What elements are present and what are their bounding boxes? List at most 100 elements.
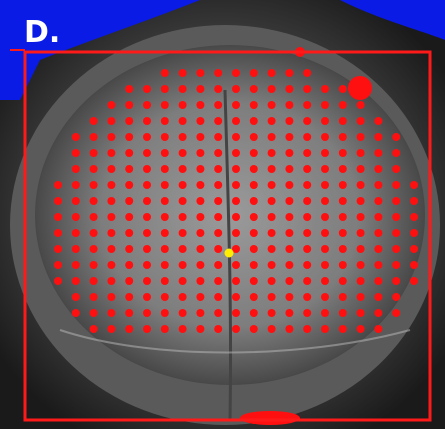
grid-dot bbox=[303, 101, 311, 109]
grid-dot bbox=[392, 149, 400, 157]
grid-dot bbox=[143, 261, 151, 269]
grid-dot bbox=[321, 277, 329, 285]
grid-dot bbox=[268, 261, 276, 269]
grid-dot bbox=[143, 133, 151, 141]
grid-dot bbox=[250, 85, 258, 93]
grid-dot bbox=[107, 277, 115, 285]
grid-dot bbox=[268, 133, 276, 141]
grid-dot bbox=[125, 245, 133, 253]
grid-dot bbox=[196, 101, 204, 109]
grid-dot bbox=[250, 149, 258, 157]
grid-dot bbox=[196, 149, 204, 157]
grid-dot bbox=[374, 229, 382, 237]
grid-dot bbox=[125, 325, 133, 333]
grid-dot bbox=[214, 165, 222, 173]
grid-dot bbox=[161, 293, 169, 301]
grid-dot bbox=[357, 261, 365, 269]
grid-dot bbox=[250, 101, 258, 109]
grid-dot bbox=[410, 277, 418, 285]
grid-dot bbox=[410, 245, 418, 253]
grid-dot bbox=[143, 309, 151, 317]
page: D. (() => { const data = JSON.parse(docu… bbox=[0, 0, 445, 429]
grid-dot bbox=[392, 261, 400, 269]
grid-dot bbox=[125, 197, 133, 205]
grid-dot bbox=[392, 197, 400, 205]
grid-dot bbox=[196, 261, 204, 269]
grid-dot bbox=[392, 229, 400, 237]
grid-dot bbox=[196, 213, 204, 221]
grid-dot bbox=[196, 69, 204, 77]
grid-dot bbox=[161, 101, 169, 109]
grid-dot bbox=[303, 69, 311, 77]
grid-dot bbox=[303, 117, 311, 125]
grid-dot bbox=[179, 197, 187, 205]
grid-dot bbox=[214, 293, 222, 301]
grid-dot bbox=[285, 101, 293, 109]
grid-dot bbox=[303, 245, 311, 253]
grid-dot bbox=[392, 213, 400, 221]
grid-dot bbox=[374, 293, 382, 301]
grid-dot bbox=[232, 85, 240, 93]
grid-dot bbox=[268, 117, 276, 125]
grid-dot bbox=[303, 325, 311, 333]
grid-dot bbox=[161, 213, 169, 221]
grid-dot bbox=[90, 229, 98, 237]
grid-dot bbox=[125, 181, 133, 189]
grid-dot bbox=[214, 117, 222, 125]
grid-dot bbox=[179, 293, 187, 301]
grid-dot bbox=[321, 245, 329, 253]
grid-dot bbox=[90, 197, 98, 205]
grid-dot bbox=[90, 261, 98, 269]
grid-dot bbox=[196, 229, 204, 237]
grid-dot bbox=[357, 245, 365, 253]
grid-dot bbox=[107, 101, 115, 109]
grid-dot bbox=[90, 213, 98, 221]
grid-dot bbox=[357, 101, 365, 109]
grid-dot bbox=[374, 325, 382, 333]
grid-dot bbox=[339, 309, 347, 317]
grid-dot bbox=[161, 309, 169, 317]
grid-dot bbox=[161, 245, 169, 253]
grid-dot bbox=[250, 117, 258, 125]
grid-dot bbox=[161, 85, 169, 93]
grid-dot bbox=[107, 309, 115, 317]
grid-dot bbox=[285, 197, 293, 205]
grid-dot bbox=[268, 245, 276, 253]
grid-dot bbox=[143, 277, 151, 285]
grid-dot bbox=[339, 85, 347, 93]
grid-dot bbox=[268, 101, 276, 109]
grid-dot bbox=[196, 245, 204, 253]
grid-dot bbox=[214, 213, 222, 221]
grid-dot bbox=[303, 133, 311, 141]
grid-dot bbox=[392, 181, 400, 189]
grid-dot bbox=[72, 277, 80, 285]
panel-label: D. bbox=[24, 15, 60, 50]
grid-dot bbox=[357, 165, 365, 173]
grid-dot bbox=[285, 277, 293, 285]
grid-dot bbox=[303, 293, 311, 301]
grid-dot bbox=[285, 181, 293, 189]
grid-dot bbox=[285, 117, 293, 125]
grid-dot bbox=[90, 325, 98, 333]
grid-dot bbox=[214, 197, 222, 205]
grid-dot bbox=[232, 133, 240, 141]
grid-dot bbox=[90, 309, 98, 317]
grid-dot bbox=[250, 165, 258, 173]
red-speckle bbox=[240, 411, 300, 425]
grid-dot bbox=[268, 165, 276, 173]
grid-dot bbox=[72, 245, 80, 253]
grid-dot bbox=[232, 197, 240, 205]
grid-dot bbox=[392, 293, 400, 301]
grid-dot bbox=[125, 117, 133, 125]
grid-dot bbox=[72, 309, 80, 317]
grid-dot bbox=[339, 149, 347, 157]
grid-dot bbox=[321, 213, 329, 221]
grid-dot bbox=[268, 277, 276, 285]
grid-dot bbox=[410, 181, 418, 189]
grid-dot bbox=[392, 277, 400, 285]
grid-dot bbox=[357, 133, 365, 141]
grid-dot bbox=[214, 85, 222, 93]
grid-dot bbox=[285, 85, 293, 93]
grid-dot bbox=[303, 229, 311, 237]
grid-dot bbox=[179, 309, 187, 317]
